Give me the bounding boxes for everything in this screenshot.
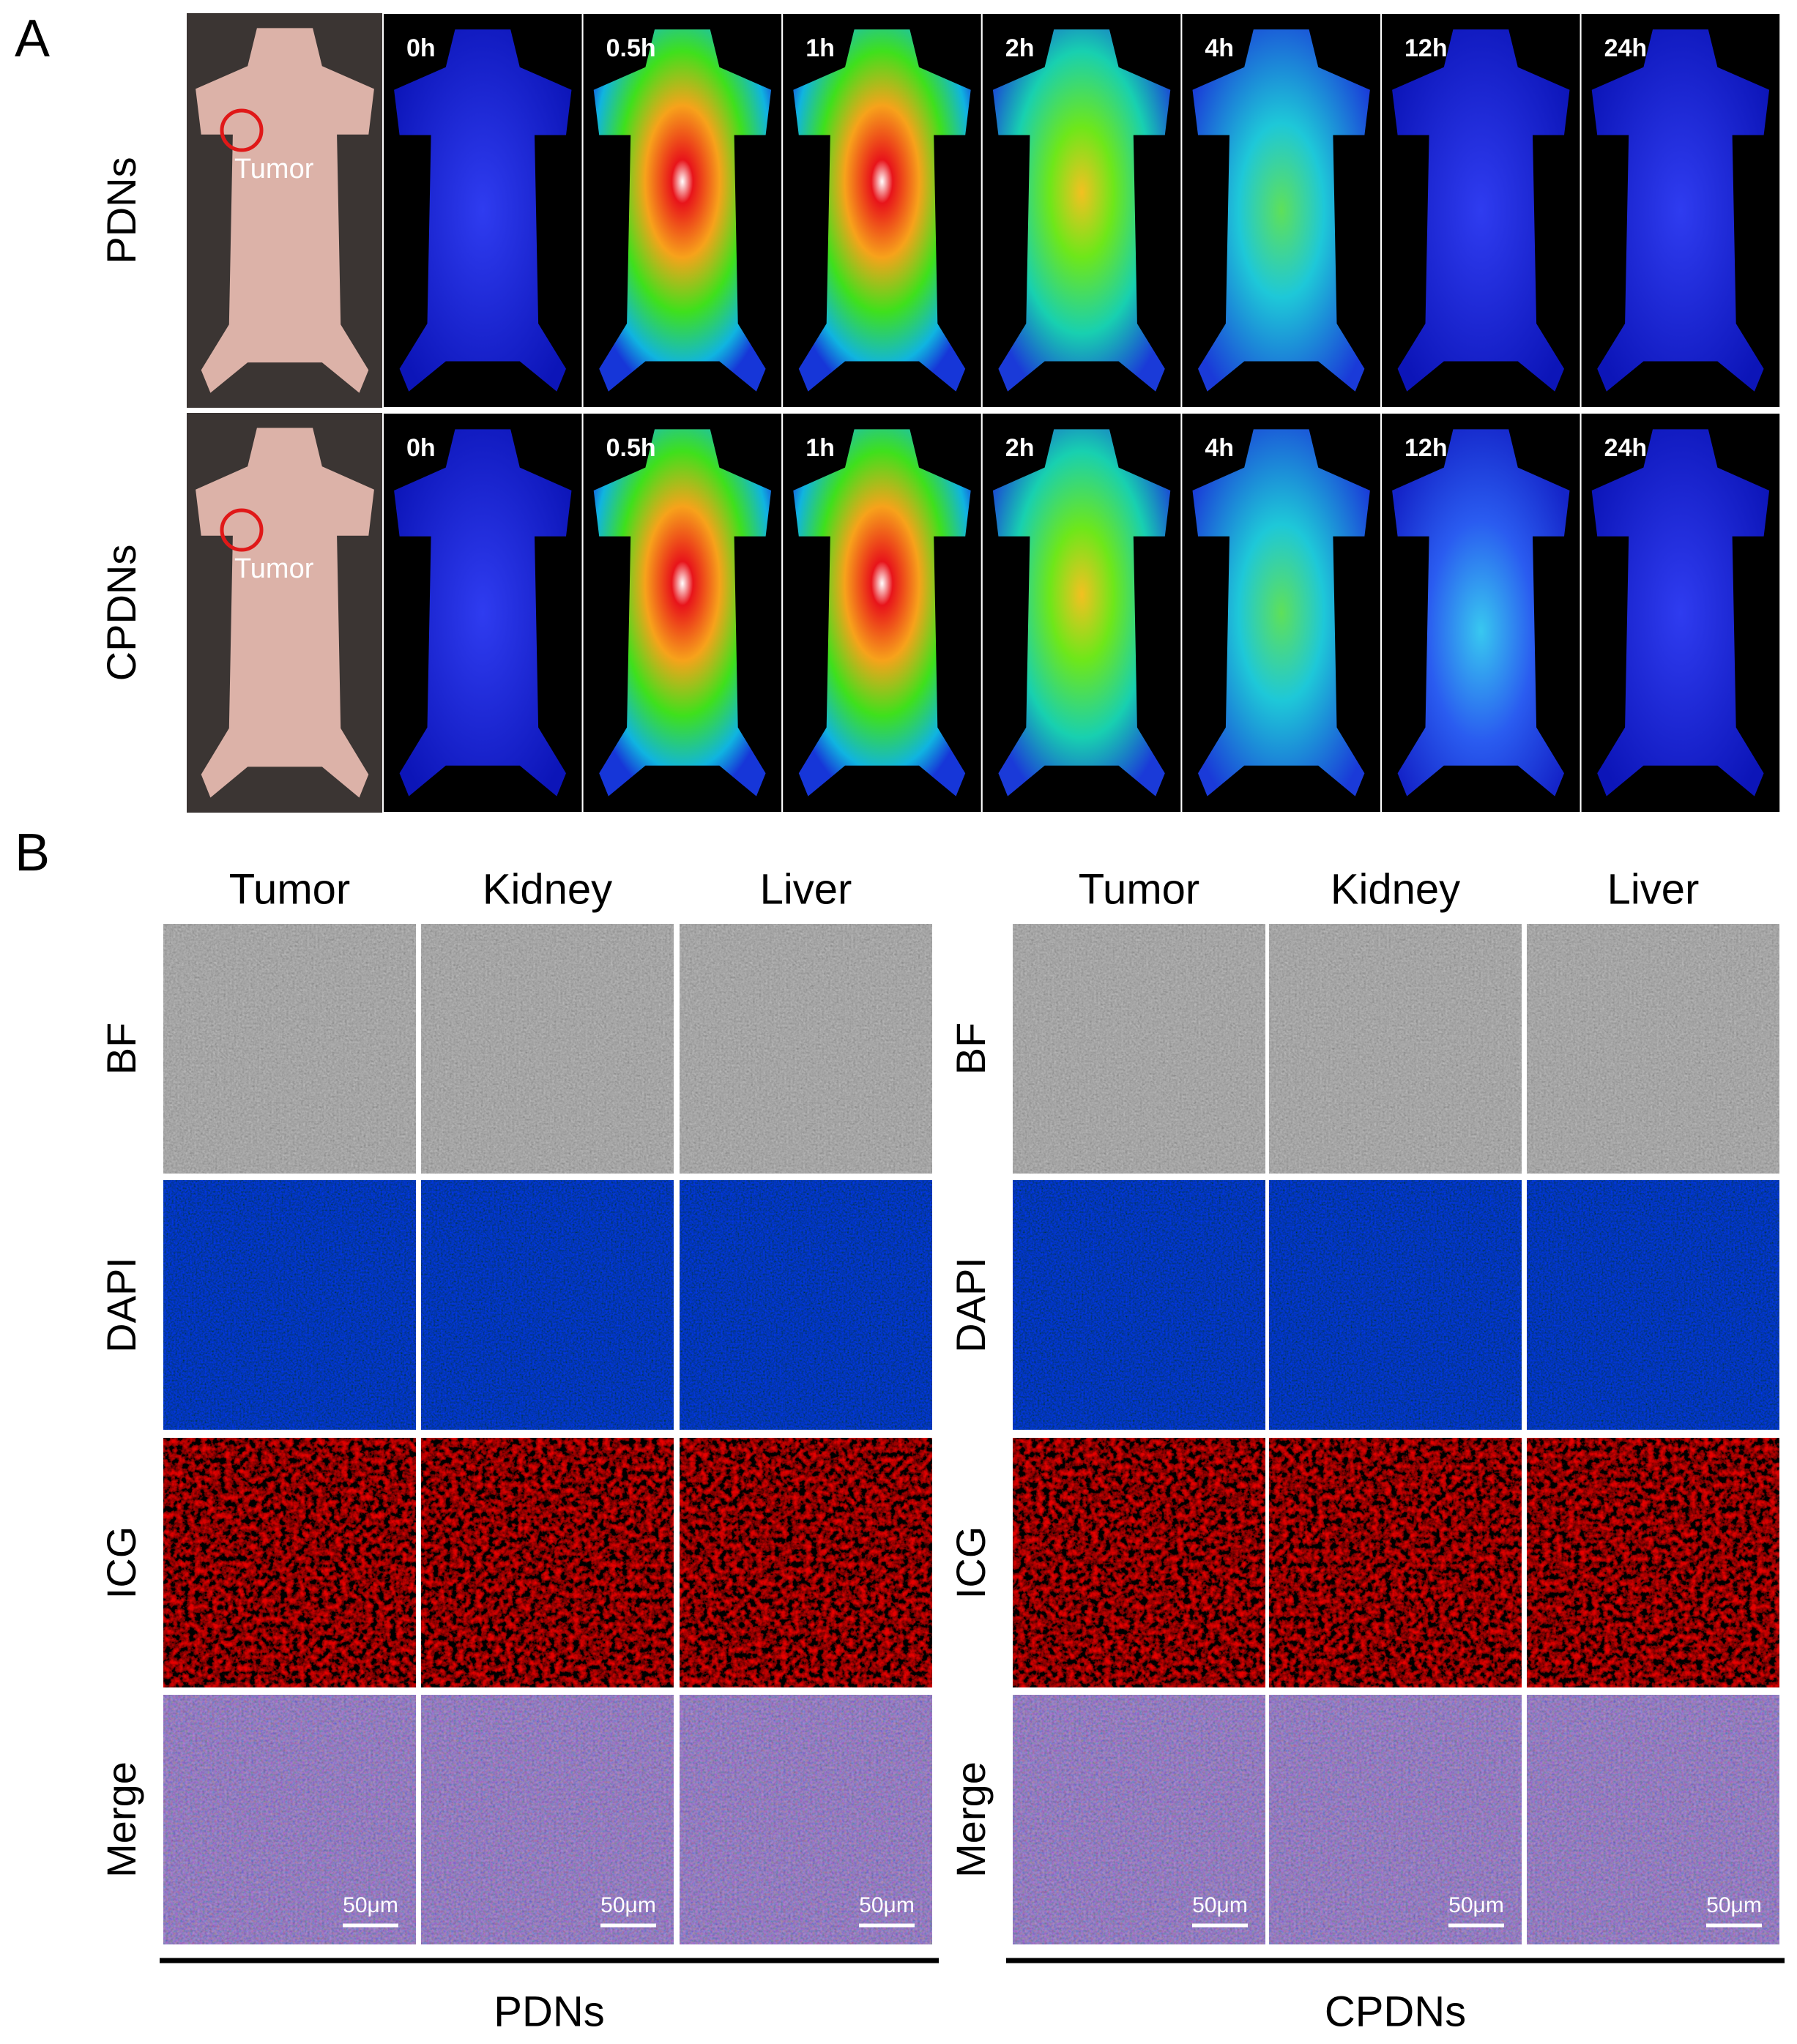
time-label: 1h (806, 434, 835, 462)
scale-bar-label: 50μm (1192, 1893, 1248, 1917)
row-label: PDNs (98, 157, 144, 264)
photo-label: Tumor (234, 154, 314, 184)
panel-label: A (15, 10, 50, 68)
mouse-signal (992, 29, 1171, 392)
scale-bar-label: 50μm (343, 1893, 398, 1917)
micrograph-texture (1527, 924, 1779, 1174)
micrograph-texture (1269, 1695, 1522, 1944)
row-label: BF (948, 1023, 994, 1075)
micrograph-texture (1269, 1438, 1522, 1687)
column-header: Kidney (1331, 865, 1460, 913)
column-header: Liver (1607, 865, 1700, 913)
photo-label: Tumor (234, 553, 314, 584)
time-label: 24h (1604, 434, 1648, 462)
time-label: 4h (1205, 34, 1234, 62)
row-label: ICG (98, 1526, 144, 1600)
micrograph-texture (680, 1180, 932, 1430)
mouse-signal (793, 29, 971, 392)
column-header: Kidney (483, 865, 612, 913)
panel-label: B (15, 824, 50, 882)
micrograph-texture (421, 924, 674, 1174)
micrograph-texture (680, 1438, 932, 1687)
row-label: Merge (98, 1761, 144, 1878)
micrograph-texture (680, 924, 932, 1174)
group-label: CPDNs (1325, 1988, 1466, 2035)
time-label: 0h (406, 34, 436, 62)
micrograph-texture (421, 1438, 674, 1687)
scale-bar-label: 50μm (859, 1893, 915, 1917)
micrograph-texture (680, 1695, 932, 1944)
scale-bar-label: 50μm (1706, 1893, 1762, 1917)
micrograph-texture (163, 924, 416, 1174)
mouse-signal (1392, 429, 1570, 797)
column-header: Tumor (229, 865, 350, 913)
micrograph-texture (421, 1180, 674, 1430)
micrograph-texture (1013, 1695, 1265, 1944)
row-label: CPDNs (98, 545, 144, 682)
column-header: Tumor (1079, 865, 1199, 913)
micrograph-texture (1013, 1180, 1265, 1430)
mouse-signal (394, 29, 572, 392)
time-label: 4h (1205, 434, 1234, 462)
mouse-signal (1591, 29, 1770, 392)
micrograph-texture (163, 1695, 416, 1944)
micrograph-texture (1013, 924, 1265, 1174)
time-label: 2h (1005, 434, 1035, 462)
row-label: Merge (948, 1761, 994, 1878)
mouse-signal (1392, 29, 1570, 392)
scale-bar-label: 50μm (1448, 1893, 1504, 1917)
row-label: ICG (948, 1526, 994, 1600)
mouse-signal (793, 429, 971, 797)
time-label: 12h (1405, 34, 1448, 62)
time-label: 0.5h (606, 434, 656, 462)
mouse-photo (196, 428, 374, 798)
micrograph-texture (421, 1695, 674, 1944)
row-label: DAPI (98, 1257, 144, 1353)
mouse-signal (992, 429, 1171, 797)
mouse-signal (1192, 429, 1370, 797)
tumor-marker (220, 108, 264, 152)
row-label: BF (98, 1023, 144, 1075)
mouse-signal (1192, 29, 1370, 392)
row-label: DAPI (948, 1257, 994, 1353)
mouse-signal (394, 429, 572, 797)
scale-bar-label: 50μm (600, 1893, 656, 1917)
micrograph-texture (163, 1180, 416, 1430)
group-label: PDNs (494, 1988, 604, 2035)
mouse-signal (1591, 429, 1770, 797)
time-label: 0.5h (606, 34, 656, 62)
mouse-photo (196, 28, 374, 393)
time-label: 12h (1405, 434, 1448, 462)
time-label: 0h (406, 434, 436, 462)
mouse-signal (593, 429, 772, 797)
micrograph-texture (1527, 1180, 1779, 1430)
micrograph-texture (1269, 1180, 1522, 1430)
tumor-marker (220, 508, 264, 552)
micrograph-texture (1527, 1695, 1779, 1944)
micrograph-texture (163, 1438, 416, 1687)
mouse-signal (593, 29, 772, 392)
time-label: 1h (806, 34, 835, 62)
micrograph-texture (1269, 924, 1522, 1174)
time-label: 2h (1005, 34, 1035, 62)
column-header: Liver (760, 865, 852, 913)
micrograph-texture (1527, 1438, 1779, 1687)
micrograph-texture (1013, 1438, 1265, 1687)
time-label: 24h (1604, 34, 1648, 62)
